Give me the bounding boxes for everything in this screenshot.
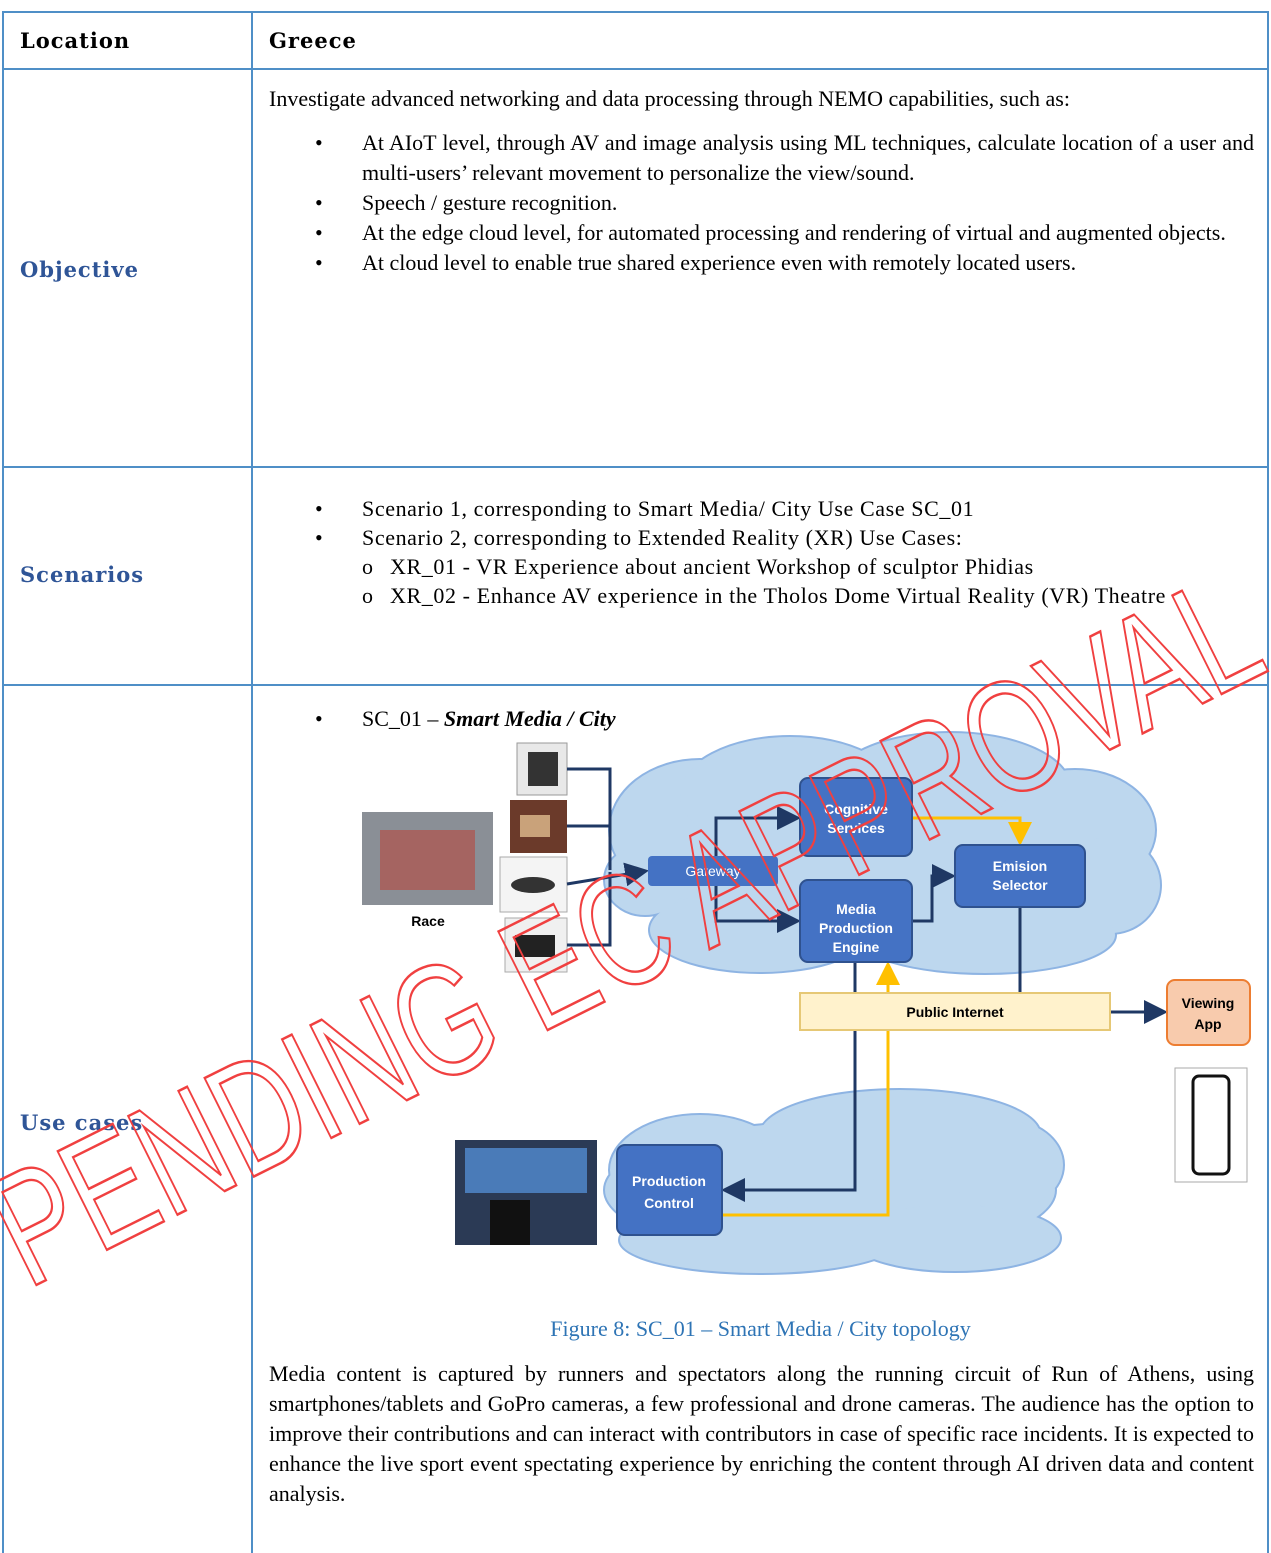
figure-caption: Figure 8: SC_01 – Smart Media / City top…: [550, 1316, 971, 1341]
row-label: Objective: [20, 257, 139, 282]
bullet: At cloud level to enable true shared exp…: [315, 248, 1254, 278]
figure-label: Media Production Engine: [819, 901, 893, 955]
emision-box: [954, 844, 1086, 908]
table-border: [2, 466, 1269, 468]
bullet-text: At cloud level to enable true shared exp…: [362, 250, 1077, 275]
table-border: [2, 68, 1269, 70]
bullet-text: Speech / gesture recognition.: [362, 190, 618, 215]
bullet: Scenario 2, corresponding to Extended Re…: [315, 523, 1255, 610]
bullet-list: At AIoT level, through AV and image anal…: [315, 128, 1254, 278]
figure-label: Gateway: [685, 863, 740, 879]
bullet: Speech / gesture recognition.: [315, 188, 1254, 218]
figure-label: Public Internet: [906, 1004, 1004, 1020]
bullet-text: XR_01 - VR Experience about ancient Work…: [390, 554, 1034, 579]
figure-label: Race: [411, 913, 445, 929]
bullet-text: At AIoT level, through AV and image anal…: [362, 130, 1254, 185]
control-box: [616, 1144, 723, 1236]
cognitive-box: [799, 777, 913, 857]
bullet-list: Scenario 1, corresponding to Smart Media…: [315, 494, 1255, 610]
table-border: [2, 11, 4, 1553]
bullet-text: XR_02 - Enhance AV experience in the Tho…: [390, 583, 1167, 608]
sub-bullet: XR_01 - VR Experience about ancient Work…: [362, 552, 1255, 581]
sub-list: XR_01 - VR Experience about ancient Work…: [362, 552, 1255, 610]
objective-text: Investigate advanced networking and data…: [269, 84, 1254, 278]
use-case-bullet: SC_01 – Smart Media / City: [315, 704, 1115, 734]
bullet-title: Smart Media / City: [443, 706, 616, 731]
sub-bullet: XR_02 - Enhance AV experience in the Tho…: [362, 581, 1255, 610]
arrow: [566, 767, 1168, 1202]
bullet-prefix: SC_01 –: [362, 706, 439, 731]
scenarios-text: Scenario 1, corresponding to Smart Media…: [315, 494, 1255, 610]
bullet-text: Scenario 2, corresponding to Extended Re…: [362, 525, 963, 550]
table-border: [251, 11, 253, 1553]
bullet-text: Scenario 1, corresponding to Smart Media…: [362, 496, 975, 521]
paragraph: Media content is captured by runners and…: [269, 1361, 1254, 1506]
figure-label: Production Control: [632, 1173, 706, 1211]
header-cell: Location: [20, 28, 131, 53]
bullet: At the edge cloud level, for automated p…: [315, 218, 1254, 248]
row-label: Use cases: [20, 1110, 144, 1135]
figure-label: Viewing App: [1182, 995, 1235, 1032]
header-cell: Greece: [269, 28, 357, 53]
bullet: Scenario 1, corresponding to Smart Media…: [315, 494, 1255, 523]
gateway-box: [648, 856, 778, 886]
bullet-text: At the edge cloud level, for automated p…: [362, 220, 1226, 245]
internet-bar: [799, 992, 1111, 1031]
table-border: [2, 684, 1269, 686]
viewing-box: [1166, 979, 1251, 1046]
bullet: At AIoT level, through AV and image anal…: [315, 128, 1254, 188]
figure-label: Emision Selector: [992, 858, 1048, 893]
table-border: [1267, 11, 1269, 1553]
arrow: [722, 816, 1032, 1217]
photo: [362, 742, 1248, 1245]
media-box: [799, 879, 913, 963]
paragraph: Investigate advanced networking and data…: [269, 86, 1070, 111]
row-label: Scenarios: [20, 562, 145, 587]
bullet: SC_01 – Smart Media / City: [315, 704, 1115, 734]
table-border: [2, 11, 1269, 13]
figure-label: Cognitive Services: [824, 801, 888, 836]
